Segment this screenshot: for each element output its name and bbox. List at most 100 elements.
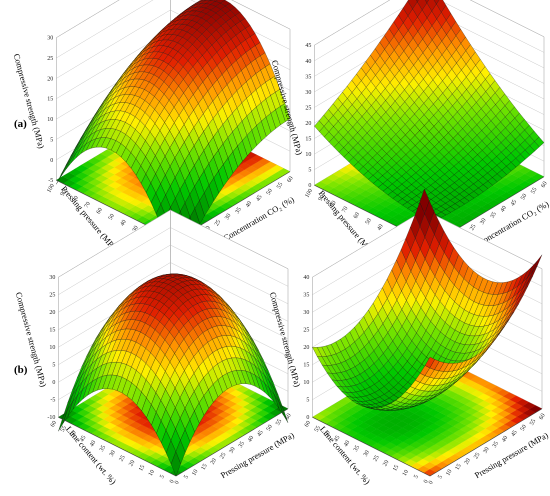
surface-plot-bottom-right: 0510152025303540051015202530354045505560…	[268, 188, 550, 486]
y-tick-label: 80	[329, 200, 337, 208]
z-tick-label: 20	[303, 345, 309, 351]
surface-patch	[170, 451, 181, 477]
y-tick-label: 10	[402, 469, 410, 477]
x-tick-label: 40	[501, 435, 509, 443]
z-tick-label: 20	[49, 310, 55, 316]
y-tick-label: 15	[392, 464, 400, 472]
x-tick-label: 35	[235, 207, 243, 215]
z-tick-label: -5	[50, 398, 55, 404]
y-tick-label: 40	[89, 440, 97, 448]
z-tick-label: -10	[47, 415, 55, 421]
y-tick-label: 60	[304, 420, 312, 428]
z-gridline	[314, 0, 545, 61]
z-tick-label: 15	[47, 97, 53, 103]
z-tick-label: 40	[305, 59, 311, 65]
y-tick-label: 60	[353, 212, 361, 220]
y-tick-label: 40	[377, 224, 385, 232]
x-tick-label: 30	[229, 446, 237, 454]
z-tick-label: 25	[303, 328, 309, 334]
surface-patch	[424, 0, 430, 4]
x-tick-label: 50	[520, 424, 528, 432]
z-tick-label: 10	[305, 152, 311, 158]
z-tick-label: 45	[305, 43, 311, 49]
surface-patch	[433, 0, 440, 5]
x-tick-label: 60	[285, 413, 293, 421]
y-tick-label: 10	[148, 469, 156, 477]
z-gridline	[56, 0, 291, 38]
z-tick-label: 25	[49, 293, 55, 299]
x-tick-label: 5	[183, 474, 190, 480]
y-tick-label: 35	[99, 445, 107, 453]
x-tick-label: 45	[510, 199, 518, 207]
z-tick-label: 10	[49, 345, 55, 351]
z-tick-label: 30	[305, 90, 311, 96]
x-tick-label: 55	[529, 418, 537, 426]
x-tick-label: 35	[492, 441, 500, 449]
x-tick-label: 50	[266, 424, 274, 432]
x-tick-label: 60	[287, 176, 295, 184]
x-tick-label: 35	[490, 211, 498, 219]
x-tick-label: 60	[539, 413, 547, 421]
y-tick-label: 30	[363, 450, 371, 458]
z-tick-label: 15	[305, 137, 311, 143]
x-tick-label: 10	[191, 469, 199, 477]
y-tick-label: 40	[120, 219, 128, 227]
y-tick-label: 50	[365, 218, 373, 226]
y-tick-label: 30	[132, 225, 140, 233]
x-tick-label: 25	[469, 224, 477, 232]
y-tick-label: 70	[84, 201, 92, 209]
y-tick-label: 50	[70, 430, 78, 438]
z-tick-label: 35	[303, 293, 309, 299]
z-tick-label: 15	[303, 363, 309, 369]
y-tick-label: 5	[159, 474, 166, 480]
x-tick-label: 45	[511, 430, 519, 438]
y-tick-label: 25	[373, 455, 381, 463]
z-gridline	[58, 227, 289, 295]
z-tick-label: 20	[47, 76, 53, 82]
y-tick-label: 55	[60, 425, 68, 433]
x-tick-label: 20	[464, 458, 472, 466]
y-tick-label: 70	[341, 206, 349, 214]
x-tick-label: 55	[276, 182, 284, 190]
x-tick-label: 50	[520, 193, 528, 201]
z-tick-label: 30	[303, 310, 309, 316]
x-tick-label: 25	[219, 452, 227, 460]
y-tick-label: 5	[413, 474, 420, 480]
z-axis-title: Compressive strength (MPa)	[12, 53, 47, 150]
y-tick-label: 15	[138, 464, 146, 472]
x-tick-label: 45	[255, 194, 263, 202]
y-tick-label: 30	[109, 450, 117, 458]
x-tick-label: 55	[275, 418, 283, 426]
z-gridline	[58, 209, 289, 278]
surface-plot-bottom-left: -10-505101520253005101520253035404550556…	[14, 209, 296, 486]
z-tick-label: 10	[303, 380, 309, 386]
y-tick-label: 60	[96, 207, 104, 215]
x-tick-label: 55	[530, 187, 538, 195]
floor-edge	[58, 408, 289, 477]
z-tick-label: 0	[50, 158, 53, 164]
x-tick-label: 40	[500, 205, 508, 213]
z-tick-label: 25	[47, 56, 53, 62]
y-tick-label: 100	[304, 188, 314, 199]
z-tick-label: 35	[305, 74, 311, 80]
z-tick-label: 20	[305, 121, 311, 127]
x-tick-label: 50	[266, 188, 274, 196]
surface-patch	[415, 0, 419, 3]
y-tick-label: 35	[353, 445, 361, 453]
z-tick-label: 25	[305, 105, 311, 111]
x-tick-label: 30	[479, 218, 487, 226]
x-tick-label: 30	[224, 213, 232, 221]
y-tick-label: 100	[46, 183, 56, 194]
x-tick-label: 45	[257, 430, 265, 438]
z-tick-label: 10	[47, 117, 53, 123]
y-tick-label: 60	[50, 420, 58, 428]
x-tick-label: 20	[210, 458, 218, 466]
y-tick-label: 90	[60, 189, 68, 197]
z-tick-label: 5	[308, 168, 311, 174]
z-tick-label: 40	[303, 275, 309, 281]
z-tick-label: 0	[308, 183, 311, 189]
z-tick-label: -5	[48, 178, 53, 184]
y-tick-label: 80	[72, 195, 80, 203]
z-tick-label: 5	[306, 398, 309, 404]
